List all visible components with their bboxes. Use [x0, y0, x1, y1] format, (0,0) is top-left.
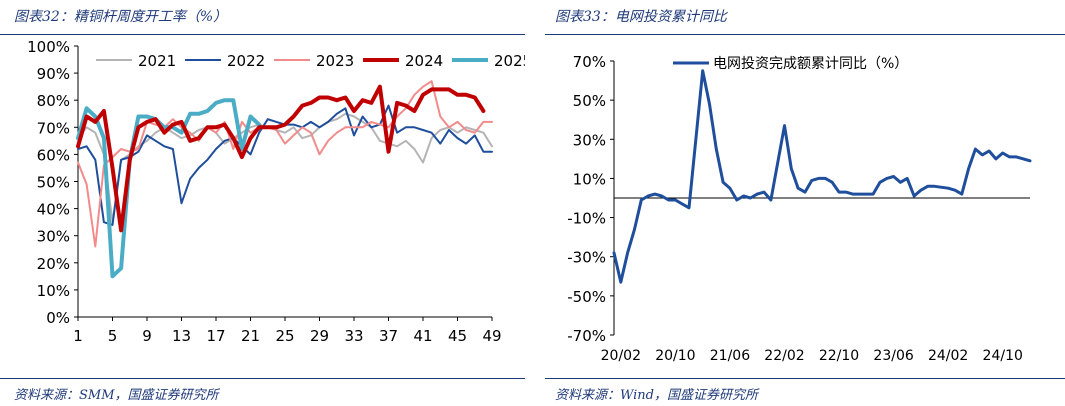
- legend-label-grid-investment: 电网投资完成额累计同比（%）: [713, 56, 908, 72]
- right-x-tick-label: 20/02: [601, 348, 641, 364]
- left-x-tick-label: 33: [344, 327, 363, 345]
- left-y-tick-label: 0%: [46, 309, 70, 327]
- legend-label-2022: 2022: [227, 52, 265, 70]
- right-chart: -70% -50% -30% -10% 10% 30% 50% 70% 20/02 20/10 21…: [567, 53, 1032, 364]
- right-chart-title: 图表33：电网投资累计同比: [555, 9, 727, 25]
- left-x-tick-label: 41: [413, 327, 432, 345]
- left-y-tick-label: 20%: [37, 255, 70, 273]
- legend-label-2024: 2024: [405, 52, 443, 70]
- right-x-tick-label: 24/02: [928, 348, 968, 364]
- legend-label-2025: 2025: [494, 52, 525, 70]
- right-y-tick-label: -50%: [567, 288, 606, 306]
- right-y-tick-label: -30%: [567, 249, 606, 267]
- right-y-tick-label: 50%: [573, 92, 606, 110]
- left-y-tick-label: 80%: [37, 92, 70, 110]
- left-y-tick-label: 30%: [37, 228, 70, 246]
- right-x-tick-label: 24/10: [983, 348, 1023, 364]
- series-line-2024: [76, 84, 486, 233]
- left-y-tick-label: 50%: [37, 174, 70, 192]
- left-x-tick-label: 25: [275, 327, 294, 345]
- left-x-tick-label: 17: [206, 327, 225, 345]
- right-y-tick-label: 10%: [573, 170, 606, 188]
- left-chart: 0% 10% 20% 30% 40% 50% 60% 70% 80% 90% 100% 1 5 9 13 17…: [27, 38, 525, 345]
- right-source-note: 资料来源：Wind，国盛证券研究所: [555, 388, 758, 403]
- series-line-2023: [77, 80, 493, 248]
- legend-label-2021: 2021: [138, 52, 176, 70]
- left-x-tick-label: 45: [448, 327, 467, 345]
- right-y-tick-label: 30%: [573, 131, 606, 149]
- left-x-tick-label: 49: [482, 327, 501, 345]
- left-y-tick-label: 100%: [27, 38, 70, 56]
- right-top-rule: [545, 34, 1065, 35]
- right-y-tick-label: 70%: [573, 53, 606, 71]
- right-bottom-rule: [545, 378, 1065, 379]
- left-y-tick-label: 60%: [37, 146, 70, 164]
- left-panel: 图表32：精铜杆周度开工率（%） 0% 10% 20% 30% 40% 50% 60% 70%…: [0, 0, 525, 406]
- right-x-tick-label: 23/06: [873, 348, 913, 364]
- left-y-tick-label: 10%: [37, 282, 70, 300]
- left-source-note: 资料来源：SMM，国盛证券研究所: [14, 388, 219, 403]
- left-y-tick-label: 40%: [37, 201, 70, 219]
- left-chart-title: 图表32：精铜杆周度开工率（%）: [14, 9, 228, 25]
- right-y-tick-label: -10%: [567, 210, 606, 228]
- right-x-tick-label: 22/10: [819, 348, 859, 364]
- series-line-2021: [77, 112, 493, 224]
- right-y-tick-label: -70%: [567, 327, 606, 345]
- left-x-tick-label: 29: [310, 327, 329, 345]
- right-x-tick-label: 21/06: [710, 348, 750, 364]
- left-x-tick-label: 13: [172, 327, 191, 345]
- right-x-tick-label: 22/02: [764, 348, 804, 364]
- left-bottom-rule: [0, 378, 525, 379]
- series-line-grid-investment: [612, 69, 1032, 284]
- left-x-tick-label: 37: [379, 327, 398, 345]
- legend-label-2023: 2023: [316, 52, 354, 70]
- left-y-tick-label: 90%: [37, 65, 70, 83]
- left-x-tick-label: 1: [73, 327, 83, 345]
- left-x-tick-label: 21: [241, 327, 260, 345]
- left-top-rule: [0, 34, 525, 35]
- right-x-tick-label: 20/10: [655, 348, 695, 364]
- left-x-tick-label: 5: [108, 327, 118, 345]
- right-panel: 图表33：电网投资累计同比 -70% -50% -30% -10% 10% 30% 50% 7…: [545, 0, 1065, 406]
- left-y-tick-label: 70%: [37, 119, 70, 137]
- left-x-tick-label: 9: [142, 327, 152, 345]
